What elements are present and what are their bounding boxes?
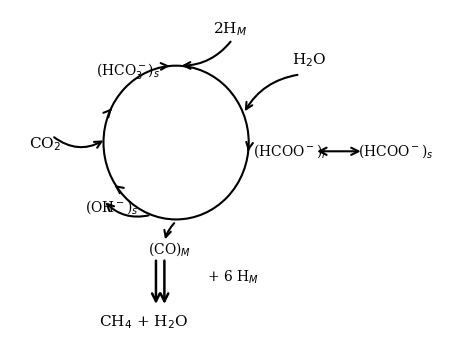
- Text: CO$_2$: CO$_2$: [28, 136, 61, 153]
- Text: (OH$^-$)$_s$: (OH$^-$)$_s$: [85, 198, 138, 216]
- Text: CH$_4$ + H$_2$O: CH$_4$ + H$_2$O: [99, 314, 188, 331]
- Text: + 6 H$_M$: + 6 H$_M$: [207, 268, 258, 286]
- Text: (CO)$_M$: (CO)$_M$: [147, 240, 191, 258]
- Text: (HCOO$^-$)$_l$: (HCOO$^-$)$_l$: [254, 142, 327, 160]
- Text: (HCOO$^-$)$_s$: (HCOO$^-$)$_s$: [358, 142, 434, 160]
- Text: 2H$_M$: 2H$_M$: [213, 20, 247, 38]
- Text: H$_2$O: H$_2$O: [292, 51, 327, 69]
- Text: (HCO$_3^-$)$_s$: (HCO$_3^-$)$_s$: [97, 61, 161, 81]
